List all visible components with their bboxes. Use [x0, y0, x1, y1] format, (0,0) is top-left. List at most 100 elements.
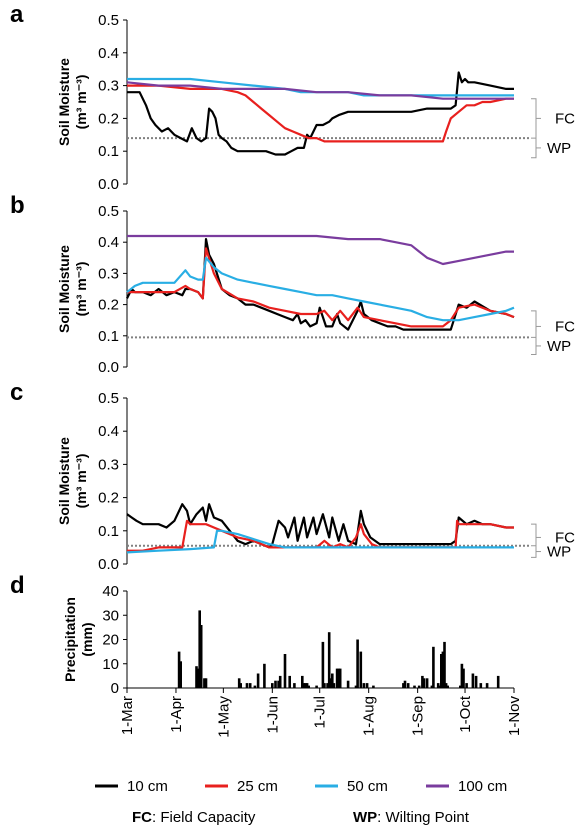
panel-a-wp-label: WP [547, 140, 571, 157]
precip-bar [304, 683, 307, 688]
panel-a-fc-label: FC [555, 110, 575, 127]
xtick-label: 1-May [215, 696, 232, 738]
panel-d: d Precipitation (mm) 0 10 20 30 40 [10, 572, 514, 697]
precip-bar [438, 685, 442, 688]
panel-a-series-100cm [126, 81, 514, 100]
precip-bar [436, 683, 440, 688]
legend: 10 cm 25 cm 50 cm 100 cm FC: Field Capac… [95, 778, 507, 826]
panel-c-ytick-label: 0.2 [98, 490, 119, 507]
panel-d-ytick-label: 0 [111, 680, 119, 697]
precip-bar [332, 683, 336, 688]
precip-bar [485, 683, 489, 688]
precip-bar [413, 685, 416, 688]
panel-b-ylabel-units: (m³ m⁻³) [73, 262, 89, 317]
precip-bar [402, 683, 405, 688]
panel-a-letter: a [10, 1, 24, 28]
precip-bar [440, 654, 443, 688]
xtick-label: 1-Mar [119, 696, 136, 735]
precip-bar [372, 685, 375, 688]
panel-d-ylabel: Precipitation [62, 597, 78, 682]
precip-bar [425, 678, 429, 688]
legend-note-fc: FC: Field Capacity [132, 809, 256, 826]
panel-b-wp-bracket [531, 337, 537, 356]
panel-c-series-10cm [126, 503, 514, 549]
precip-bar [198, 610, 201, 688]
precip-bar [315, 685, 318, 688]
panel-c-ylabel-units: (m³ m⁻³) [73, 454, 89, 509]
precip-bar [432, 646, 435, 688]
panel-d-ytick-label: 40 [102, 583, 119, 600]
precip-bar [199, 625, 203, 688]
legend-label-50cm: 50 cm [347, 778, 388, 795]
panel-b-ylabel: Soil Moisture [56, 245, 72, 333]
precip-bar [356, 639, 359, 688]
panel-b-series-10cm [126, 238, 515, 331]
legend-note-wp-abbr: WP [353, 809, 377, 826]
precip-bar [417, 685, 421, 688]
legend-label-25cm: 25 cm [237, 778, 278, 795]
precip-bar [359, 651, 363, 688]
panel-b-ytick-label: 0.0 [98, 359, 119, 376]
precip-bar [346, 680, 350, 688]
precip-bar [323, 683, 326, 688]
legend-item-10cm: 10 cm [95, 778, 168, 795]
panel-c-ytick-label: 0.1 [98, 523, 119, 540]
panel-c-letter: c [10, 379, 23, 406]
precip-bar [204, 678, 208, 688]
panel-a-wp-bracket [531, 138, 537, 159]
panel-a-fc-bracket [531, 98, 537, 139]
precip-bar [421, 675, 424, 688]
panel-d-ytick-label: 10 [102, 656, 119, 673]
xtick-label: 1-Oct [457, 695, 474, 733]
precip-bar [474, 675, 478, 688]
legend-note-wp-text: : Wilting Point [377, 809, 470, 826]
precip-bar [237, 678, 241, 688]
xtick-label: 1-Jul [312, 696, 329, 729]
legend-label-100cm: 100 cm [458, 778, 507, 795]
precip-bar [362, 683, 366, 688]
precip-bar [443, 641, 446, 688]
precip-bar [288, 675, 291, 688]
legend-item-100cm: 100 cm [426, 778, 507, 795]
precip-bar [321, 641, 325, 688]
precip-bar [327, 632, 331, 688]
panel-c-wp-label: WP [547, 544, 571, 561]
panel-a-ylabel: Soil Moisture [56, 58, 72, 146]
panel-b-ytick-label: 0.1 [98, 328, 119, 345]
panel-a-ytick-label: 0.1 [98, 143, 119, 160]
precip-bar [293, 683, 296, 688]
precip-bar [329, 678, 333, 688]
xtick-label: 1-Apr [168, 696, 185, 733]
panel-b-fc-bracket [531, 310, 537, 338]
panel-c-fc-label: FC [555, 529, 575, 546]
precip-bar [179, 661, 182, 688]
precip-bar [446, 685, 449, 688]
panel-a-series-25cm [127, 84, 514, 143]
x-axis: 1-Mar 1-Apr 1-May 1-Jun 1-Jul 1-Aug 1-Sep 1-Oct… [119, 688, 523, 738]
panel-c-series-50cm [126, 529, 514, 554]
precip-bar [263, 663, 266, 689]
precip-bar [326, 683, 329, 688]
panel-b-letter: b [10, 192, 25, 219]
panel-a-ytick-label: 0.0 [98, 176, 119, 193]
precip-bar [444, 683, 448, 688]
precip-bar [422, 678, 426, 688]
precip-bar [253, 685, 257, 688]
panel-d-ytick-label: 20 [102, 632, 119, 649]
panel-a-ytick-label: 0.5 [98, 12, 119, 29]
xtick-label: 1-Nov [506, 696, 523, 737]
panel-b-wp-label: WP [547, 338, 571, 355]
panel-d-ytick-label: 30 [102, 607, 119, 624]
xtick-label: 1-Sep [410, 696, 427, 736]
xtick-label: 1-Aug [361, 696, 378, 736]
precip-bar [196, 668, 200, 688]
panel-b-ytick-label: 0.2 [98, 297, 119, 314]
panel-a-ytick-label: 0.2 [98, 110, 119, 127]
precip-bar [274, 680, 277, 688]
xtick-label: 1-Jun [264, 696, 281, 734]
precip-bar [305, 683, 309, 688]
panel-a-ytick-label: 0.3 [98, 78, 119, 95]
panel-b-ytick-label: 0.5 [98, 203, 119, 220]
panel-a-ytick-label: 0.4 [98, 45, 119, 62]
